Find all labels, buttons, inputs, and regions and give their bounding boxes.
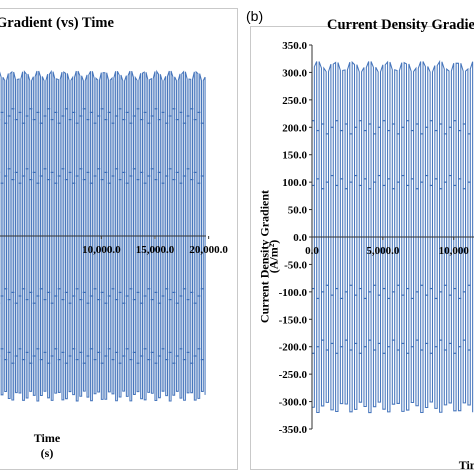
y-tick-label: -350.0 — [279, 424, 308, 436]
x-tick-label: 0.0 — [305, 245, 319, 257]
y-tick-label: -100.0 — [279, 287, 308, 299]
x-axis-label-a: Time — [33, 431, 61, 445]
chart-panel-a: Gradient (vs) Time 10,000.0 15,000.0 20,00… — [0, 8, 238, 470]
y-tick-label: -150.0 — [279, 314, 308, 326]
chart-title-b: Current Density Gradient — [327, 17, 474, 33]
chart-panel-b: (b) Current Density Gradient 0.0 5,000.0 1… — [243, 0, 474, 474]
x-tick-label: 5,000.0 — [366, 245, 400, 257]
y-tick-label: -250.0 — [279, 369, 308, 381]
y-tick-label: -200.0 — [279, 342, 308, 354]
y-tick-label: 200.0 — [282, 122, 307, 134]
plot-area-a: 10,000.0 15,000.0 20,000.0 — [0, 69, 228, 402]
chart-title-a: Gradient (vs) Time — [0, 15, 114, 31]
panel-divider — [240, 0, 243, 474]
y-tick-label: 50.0 — [288, 205, 308, 217]
y-tick-label: 100.0 — [282, 177, 307, 189]
y-axis-unit-b: (A/m²) — [266, 239, 281, 274]
y-tick-label: -50.0 — [284, 259, 307, 271]
y-tick-label: 250.0 — [282, 95, 307, 107]
y-tick-label: 350.0 — [282, 40, 307, 52]
x-axis-label-b: Time — [458, 458, 474, 472]
plot-area-b: 0.0 5,000.0 10,000 350.0 300.0 250.0 200.0 150.… — [279, 40, 474, 436]
panel-label-b: (b) — [246, 8, 264, 24]
chart-frame-a — [0, 8, 238, 470]
y-tick-label: 0.0 — [293, 232, 307, 244]
x-axis-unit-a: (s) — [40, 446, 54, 460]
x-tick-label: 15,000.0 — [136, 244, 175, 256]
y-tick-label: -300.0 — [279, 397, 308, 409]
x-tick-label: 20,000.0 — [189, 244, 228, 256]
y-tick-label: 150.0 — [282, 150, 307, 162]
y-tick-label: 300.0 — [282, 67, 307, 79]
x-tick-label: 10,000 — [439, 245, 470, 257]
x-tick-label: 10,000.0 — [82, 244, 121, 256]
chart-frame-b — [250, 26, 474, 470]
